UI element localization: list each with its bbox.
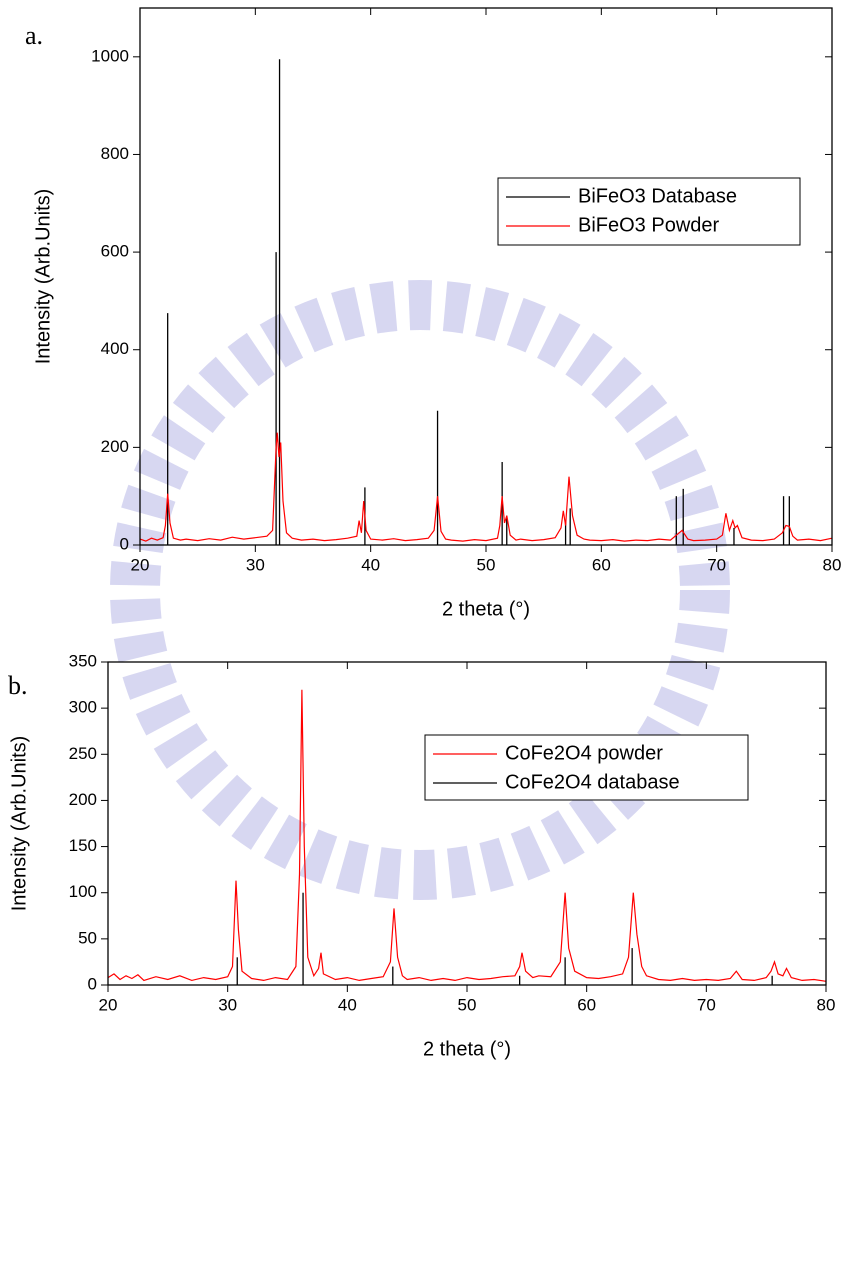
y-tick-label: 0	[120, 534, 129, 553]
y-tick-label: 300	[69, 698, 97, 717]
y-tick-label: 800	[101, 144, 129, 163]
y-tick-label: 0	[88, 974, 97, 993]
legend-box	[424, 734, 749, 801]
x-tick-label: 80	[823, 555, 842, 574]
x-axis-label: 2 theta (°)	[423, 1038, 511, 1060]
x-tick-label: 20	[99, 995, 118, 1014]
x-tick-label: 60	[577, 995, 596, 1014]
y-tick-label: 400	[101, 339, 129, 358]
data-line	[139, 432, 833, 542]
x-tick-label: 80	[817, 995, 836, 1014]
legend-label: BiFeO3 Powder	[578, 214, 720, 236]
y-tick-label: 150	[69, 836, 97, 855]
x-tick-label: 30	[246, 555, 265, 574]
x-tick-label: 40	[338, 995, 357, 1014]
x-tick-label: 70	[707, 555, 726, 574]
x-tick-label: 20	[131, 555, 150, 574]
y-axis-label: Intensity (Arb.Units)	[8, 736, 30, 912]
y-tick-label: 200	[69, 790, 97, 809]
y-tick-label: 600	[101, 242, 129, 261]
legend-label: CoFe2O4 database	[505, 771, 680, 793]
legend-label: CoFe2O4 powder	[505, 742, 663, 764]
y-tick-label: 1000	[91, 46, 129, 65]
panel-label: a.	[25, 21, 43, 50]
legend-box	[497, 177, 801, 246]
x-axis-label: 2 theta (°)	[442, 598, 530, 620]
y-tick-label: 350	[69, 651, 97, 670]
x-tick-label: 50	[477, 555, 496, 574]
x-tick-label: 60	[592, 555, 611, 574]
panel-label: b.	[8, 671, 28, 700]
watermark	[110, 280, 730, 900]
y-axis-label: Intensity (Arb.Units)	[32, 189, 54, 365]
panel: b. 20 30 40 50 60 70 80 0 50 100 150 200 250 300 350 2 t…	[8, 651, 835, 1060]
legend-label: BiFeO3 Database	[578, 185, 737, 207]
data-line	[107, 689, 827, 982]
x-tick-label: 70	[697, 995, 716, 1014]
x-tick-label: 40	[361, 555, 380, 574]
plot-frame	[107, 661, 827, 986]
y-tick-label: 250	[69, 744, 97, 763]
plot-frame	[139, 7, 833, 546]
y-tick-label: 50	[78, 928, 97, 947]
y-tick-label: 100	[69, 882, 97, 901]
x-tick-label: 50	[458, 995, 477, 1014]
y-tick-label: 200	[101, 437, 129, 456]
x-tick-label: 30	[218, 995, 237, 1014]
